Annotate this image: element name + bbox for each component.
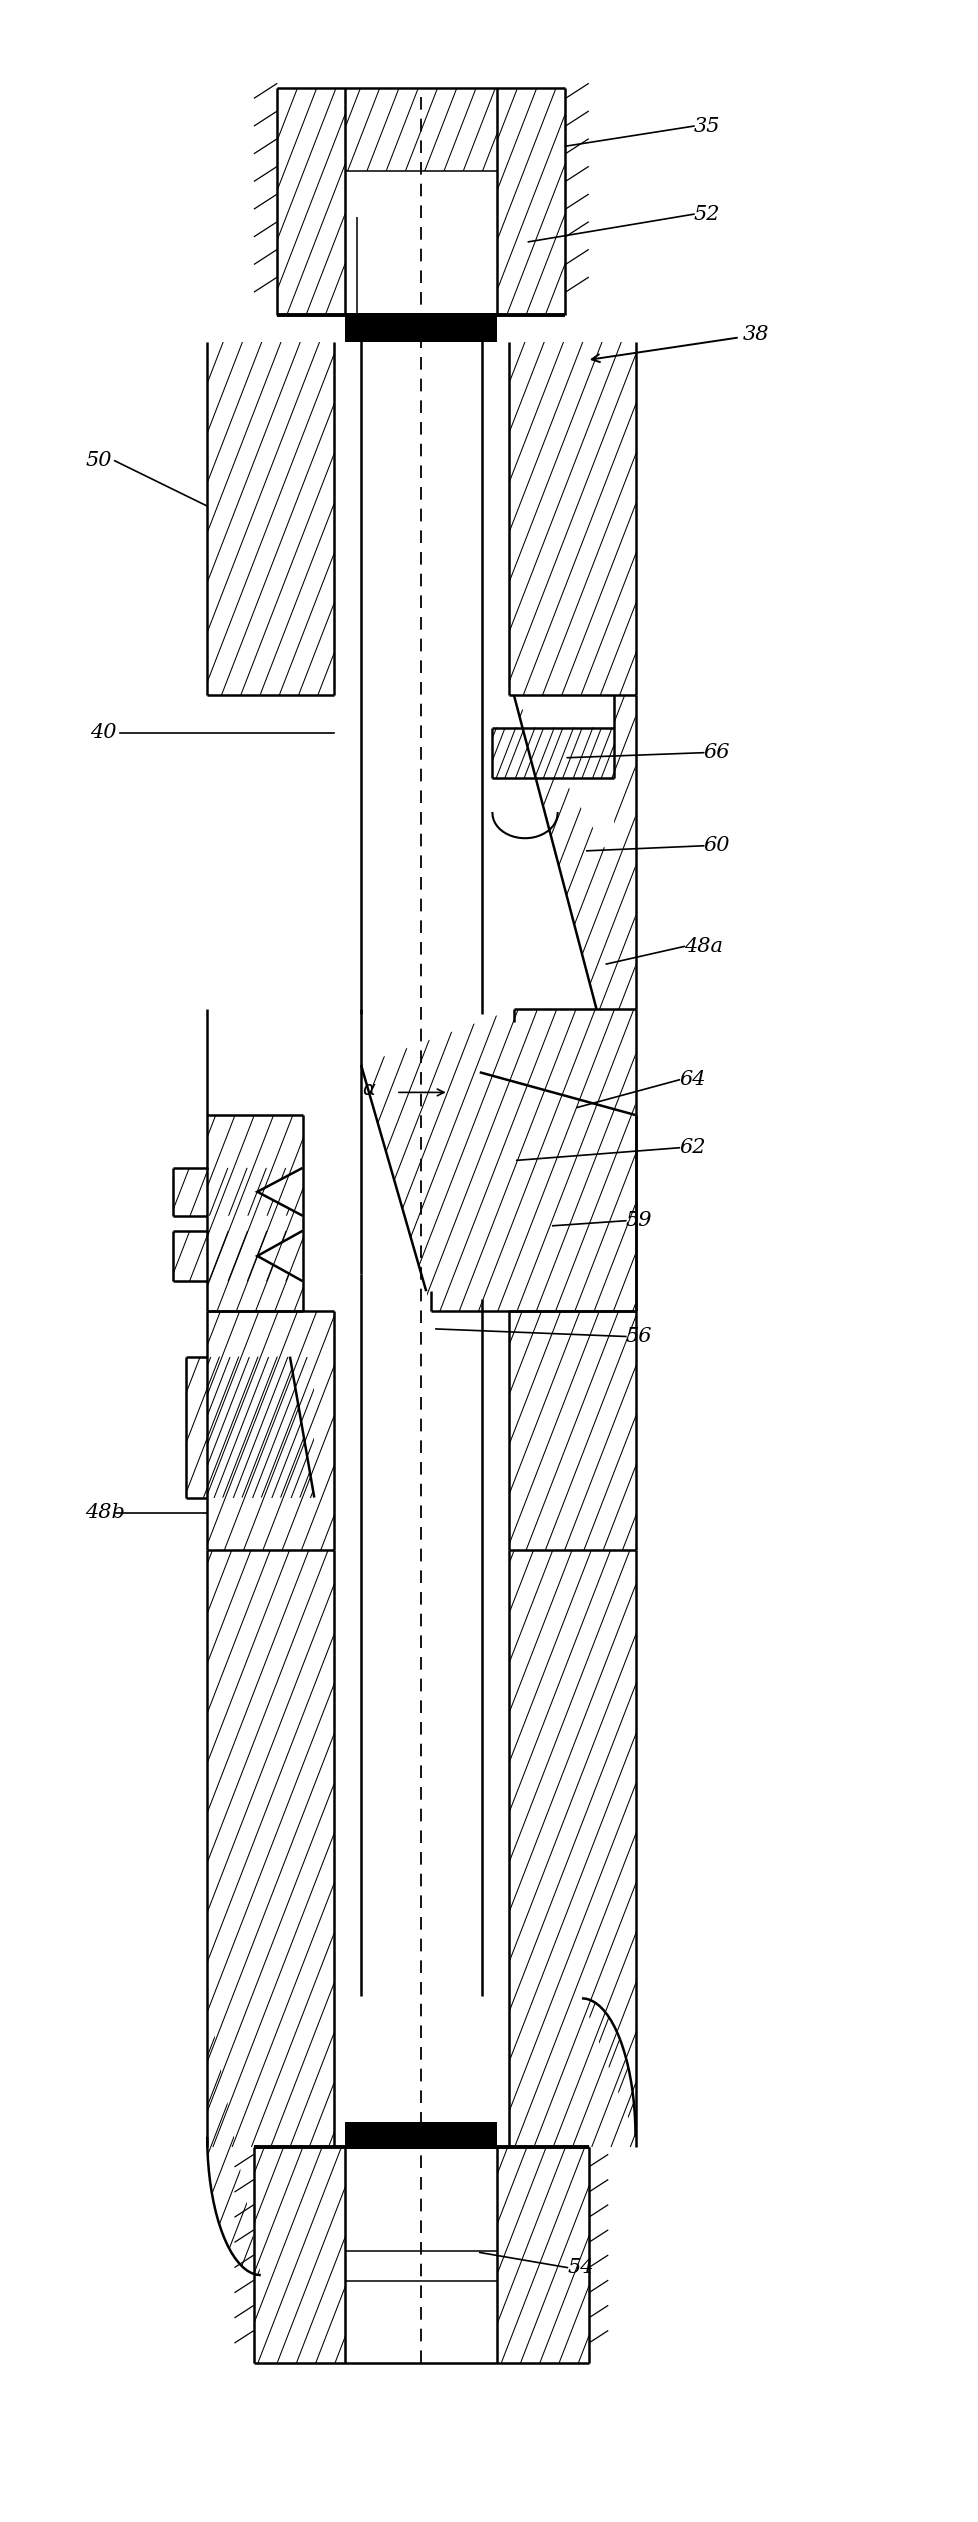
Text: 62: 62 bbox=[679, 1137, 705, 1158]
Text: 54: 54 bbox=[567, 2257, 594, 2277]
Text: 52: 52 bbox=[693, 204, 720, 224]
Text: 64: 64 bbox=[679, 1069, 705, 1090]
Text: 48b: 48b bbox=[85, 1503, 125, 1523]
Text: 38: 38 bbox=[591, 325, 769, 363]
Bar bbox=[345, 2121, 497, 2146]
Text: 50: 50 bbox=[85, 451, 111, 469]
Text: 59: 59 bbox=[625, 1211, 651, 1231]
Text: 40: 40 bbox=[90, 724, 116, 741]
Text: 66: 66 bbox=[703, 744, 730, 762]
Text: 56: 56 bbox=[625, 1327, 651, 1347]
Text: 35: 35 bbox=[693, 116, 720, 136]
Text: $\alpha$: $\alpha$ bbox=[361, 1082, 376, 1100]
Text: 60: 60 bbox=[703, 837, 730, 855]
Text: 48a: 48a bbox=[684, 938, 723, 956]
Bar bbox=[345, 315, 497, 343]
